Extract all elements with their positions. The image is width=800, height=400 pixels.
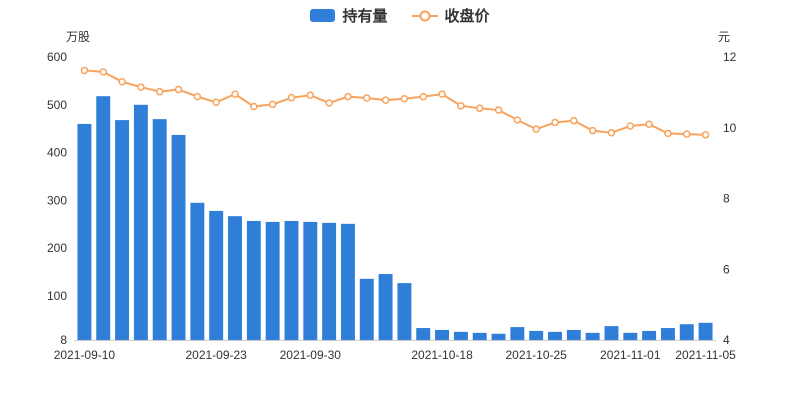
svg-text:2021-10-25: 2021-10-25 [505,348,567,362]
svg-text:12: 12 [723,50,737,64]
holdings-bar-swatch-icon [310,9,336,22]
svg-text:2021-11-05: 2021-11-05 [675,348,736,362]
svg-text:万股: 万股 [66,30,90,44]
svg-text:2021-10-18: 2021-10-18 [411,348,473,362]
svg-text:2021-09-10: 2021-09-10 [54,348,116,362]
svg-text:600: 600 [47,50,67,64]
legend-item-holdings[interactable]: 持有量 [310,5,388,26]
svg-text:8: 8 [723,192,730,206]
svg-text:300: 300 [47,193,67,207]
svg-text:100: 100 [47,289,67,303]
legend-item-close-price[interactable]: 收盘价 [411,5,490,26]
svg-text:元: 元 [718,30,730,44]
svg-text:2021-09-23: 2021-09-23 [185,348,247,362]
svg-text:2021-11-01: 2021-11-01 [600,348,661,362]
svg-text:10: 10 [723,121,737,135]
svg-text:500: 500 [47,98,67,112]
holdings-legend-label: 持有量 [342,8,388,25]
svg-text:8: 8 [60,333,67,347]
svg-text:400: 400 [47,146,67,160]
chart-legend: 持有量 收盘价 [0,5,800,26]
close-price-line-swatch-icon [411,10,438,21]
svg-text:6: 6 [723,262,730,276]
svg-text:200: 200 [47,241,67,255]
svg-text:4: 4 [723,333,730,347]
close-price-marker-icon [419,10,430,21]
svg-text:2021-09-30: 2021-09-30 [280,348,342,362]
close-price-legend-label: 收盘价 [444,8,490,25]
